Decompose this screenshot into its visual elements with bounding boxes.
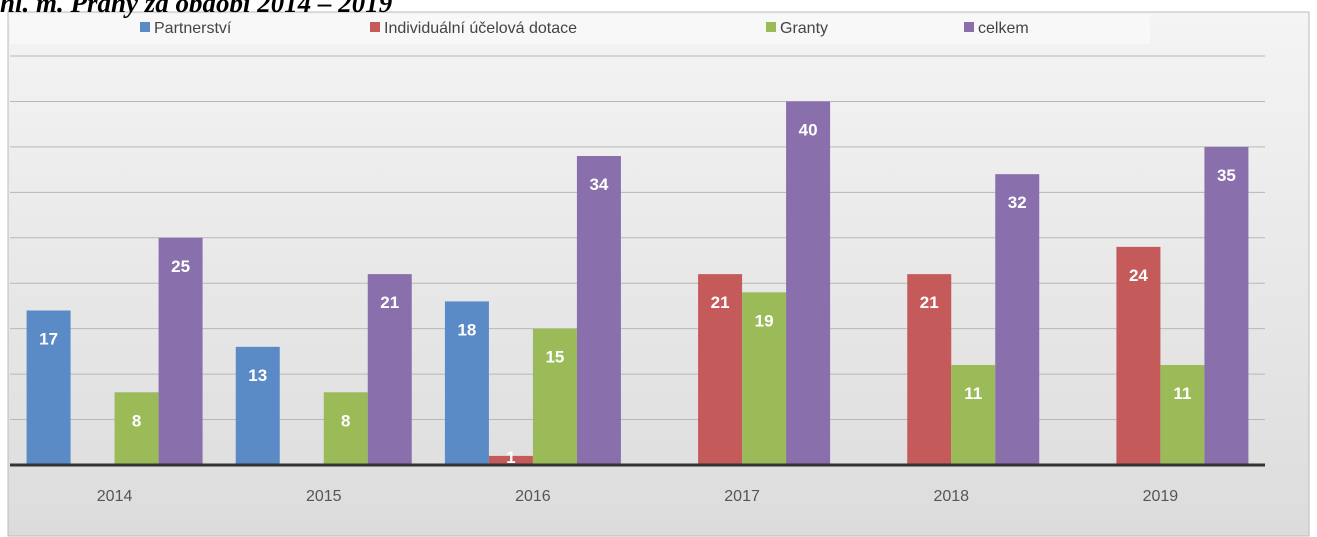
data-label: 8 (341, 411, 350, 430)
bar (235, 346, 280, 465)
data-label: 24 (1129, 266, 1148, 285)
legend-marker (964, 22, 974, 32)
x-tick-label: 2018 (933, 488, 969, 505)
data-label: 15 (545, 348, 564, 367)
chart-title: hl. m. Prahy za období 2014 – 2019 (0, 0, 393, 18)
bar (444, 301, 489, 465)
bar (323, 392, 368, 465)
x-tick-label: 2017 (724, 488, 760, 505)
x-tick-label: 2016 (515, 488, 551, 505)
data-label: 21 (920, 293, 939, 312)
bar (367, 274, 412, 465)
bar (532, 328, 577, 465)
bar (907, 274, 952, 465)
legend-label: celkem (978, 20, 1029, 37)
legend-marker (766, 22, 776, 32)
bar (576, 155, 621, 465)
bar (742, 292, 787, 465)
data-label: 11 (964, 384, 982, 403)
legend-marker (140, 22, 150, 32)
data-label: 13 (248, 366, 267, 385)
bar (786, 101, 831, 465)
legend-box (10, 14, 1150, 44)
data-label: 19 (755, 311, 774, 330)
x-tick-label: 2014 (97, 488, 133, 505)
data-label: 18 (457, 320, 476, 339)
bar (488, 455, 533, 465)
legend-marker (370, 22, 380, 32)
bar (114, 392, 159, 465)
data-label: 32 (1008, 193, 1027, 212)
x-tick-label: 2015 (306, 488, 342, 505)
data-label: 11 (1173, 384, 1191, 403)
legend-label: Granty (780, 20, 828, 37)
data-label: 8 (132, 411, 141, 430)
data-label: 17 (39, 329, 58, 348)
data-label: 21 (380, 293, 399, 312)
data-label: 34 (589, 175, 608, 194)
bar (1204, 146, 1249, 465)
bar (158, 237, 203, 465)
legend-label: Individuální účelová dotace (384, 20, 577, 37)
chart-background (7, 11, 1310, 537)
bar (698, 274, 743, 465)
bar (1116, 246, 1161, 465)
data-label: 1 (506, 448, 515, 467)
bar (26, 310, 71, 465)
data-label: 35 (1217, 166, 1236, 185)
data-label: 25 (171, 257, 190, 276)
data-label: 40 (799, 120, 818, 139)
legend-label: Partnerství (154, 20, 232, 37)
bar (995, 174, 1040, 465)
bar (1160, 365, 1205, 465)
x-tick-label: 2019 (1143, 488, 1179, 505)
data-label: 21 (711, 293, 730, 312)
bar (951, 365, 996, 465)
